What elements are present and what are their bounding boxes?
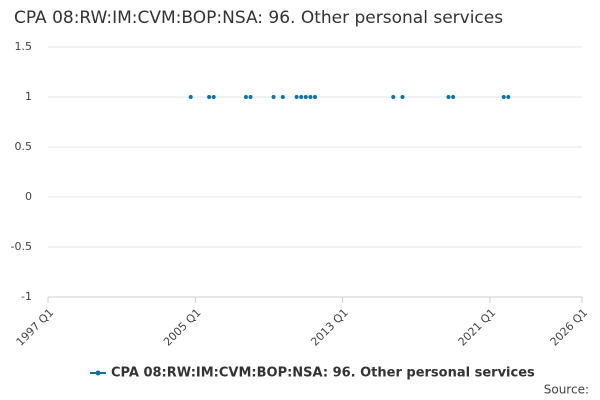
x-tick-label: 1997 Q1: [14, 306, 57, 349]
legend-label: CPA 08:RW:IM:CVM:BOP:NSA: 96. Other pers…: [111, 366, 535, 381]
data-point: [506, 95, 511, 99]
legend-marker: [95, 370, 101, 376]
y-tick-label: -1: [21, 290, 32, 303]
data-point: [391, 95, 396, 99]
y-tick-label: 0.5: [15, 140, 33, 153]
data-point: [446, 95, 451, 99]
x-tick-label: 2026 Q1: [548, 306, 591, 349]
data-point: [248, 95, 253, 99]
data-point: [294, 95, 299, 99]
data-point: [211, 95, 216, 99]
x-tick-label: 2013 Q1: [308, 306, 351, 349]
data-point: [299, 95, 304, 99]
data-point: [271, 95, 276, 99]
data-point: [451, 95, 456, 99]
data-point: [280, 95, 285, 99]
chart-title: CPA 08:RW:IM:CVM:BOP:NSA: 96. Other pers…: [14, 8, 503, 28]
data-point: [243, 95, 248, 99]
data-point: [313, 95, 317, 99]
data-point: [308, 95, 313, 99]
data-point: [188, 95, 193, 99]
data-point: [400, 95, 405, 99]
y-tick-label: 1: [25, 90, 32, 103]
data-point: [501, 95, 506, 99]
y-tick-label: -0.5: [11, 240, 32, 253]
x-tick-label: 2005 Q1: [161, 306, 204, 349]
data-point: [303, 95, 308, 99]
source: Source:: [544, 383, 589, 397]
y-tick-label: 1.5: [15, 40, 33, 53]
x-tick-label: 2021 Q1: [456, 306, 499, 349]
y-tick-label: 0: [25, 190, 32, 203]
data-point: [207, 95, 212, 99]
